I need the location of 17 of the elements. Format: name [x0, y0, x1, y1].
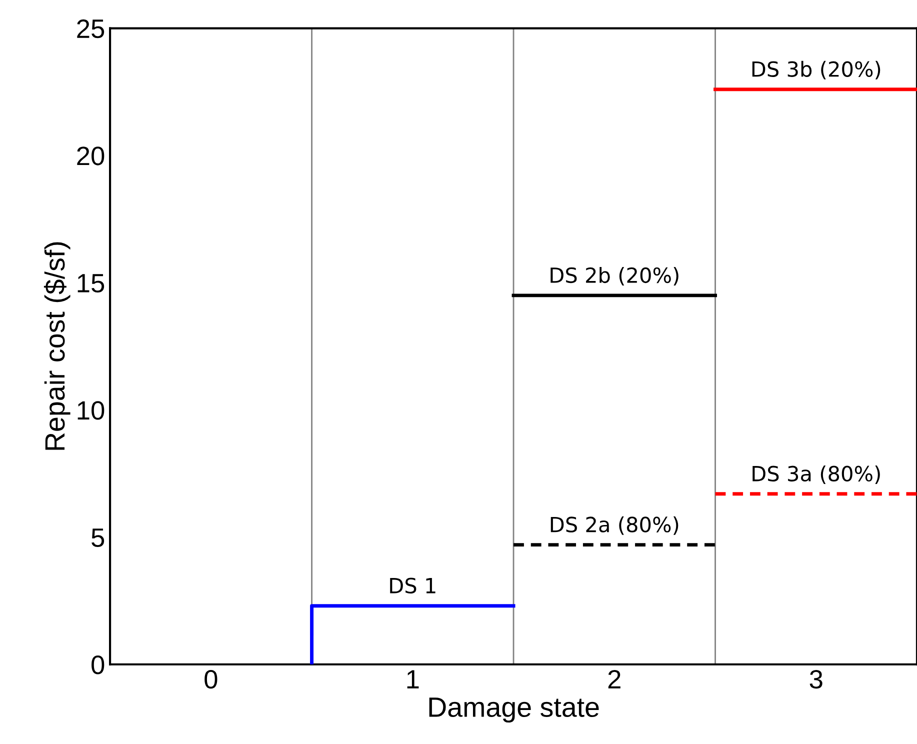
x-tick-label: 1	[407, 670, 419, 688]
y-tick-label: 0	[92, 656, 104, 674]
x-axis-title: Damage state	[429, 698, 599, 723]
series-label: DS 2a (80%)	[550, 516, 678, 535]
x-tick-label: 0	[204, 670, 218, 689]
y-tick-label: 10	[78, 401, 104, 420]
y-axis-title: Repair cost ($/sf)	[44, 242, 70, 450]
y-tick-label: 25	[77, 19, 104, 38]
series-label: DS 2b (20%)	[550, 266, 678, 286]
x-tick-label: 2	[608, 670, 620, 688]
y-tick-label: 5	[92, 528, 104, 547]
series-label: DS 1	[390, 578, 436, 594]
x-tick-label: 3	[810, 670, 822, 689]
series-label: DS 3b (20%)	[752, 60, 880, 80]
y-tick-label: 15	[78, 274, 104, 293]
series-label: DS 3a (80%)	[752, 465, 880, 484]
y-tick-label: 20	[77, 146, 104, 166]
